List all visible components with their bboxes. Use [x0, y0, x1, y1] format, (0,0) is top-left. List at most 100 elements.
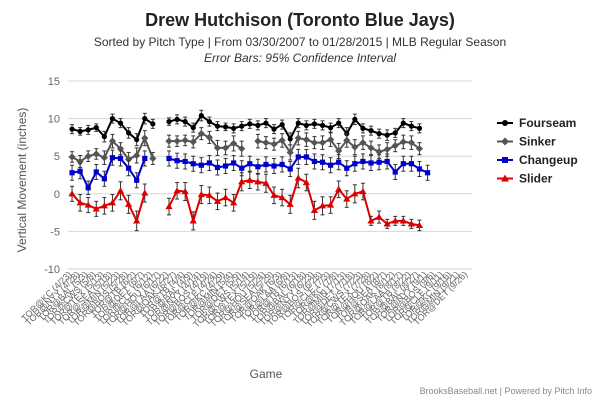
- data-point[interactable]: [197, 190, 205, 198]
- data-point[interactable]: [424, 170, 431, 176]
- data-point[interactable]: [173, 187, 181, 194]
- data-point[interactable]: [182, 158, 188, 165]
- data-point[interactable]: [108, 199, 117, 206]
- data-point[interactable]: [173, 137, 181, 145]
- data-point[interactable]: [407, 220, 415, 227]
- data-point[interactable]: [271, 126, 277, 132]
- data-point[interactable]: [190, 125, 196, 131]
- data-point[interactable]: [69, 126, 75, 132]
- data-point[interactable]: [310, 139, 319, 147]
- credit-text[interactable]: BrooksBaseball.net | Powered by Pitch In…: [420, 386, 592, 396]
- data-point[interactable]: [189, 217, 197, 224]
- data-point[interactable]: [239, 123, 245, 129]
- data-point[interactable]: [375, 148, 383, 156]
- legend-item-sinker[interactable]: Sinker: [497, 135, 556, 149]
- data-point[interactable]: [230, 139, 238, 148]
- data-point[interactable]: [85, 127, 91, 133]
- data-point[interactable]: [77, 128, 83, 134]
- data-point[interactable]: [126, 165, 132, 171]
- data-point[interactable]: [238, 178, 246, 185]
- data-point[interactable]: [149, 154, 157, 163]
- data-point[interactable]: [255, 164, 261, 170]
- data-point[interactable]: [262, 179, 270, 186]
- data-point[interactable]: [368, 128, 374, 134]
- data-point[interactable]: [327, 136, 335, 144]
- data-point[interactable]: [198, 112, 204, 119]
- data-point[interactable]: [93, 169, 99, 175]
- data-point[interactable]: [222, 124, 229, 130]
- data-point[interactable]: [166, 119, 172, 125]
- data-point[interactable]: [287, 166, 293, 172]
- data-point[interactable]: [254, 178, 262, 185]
- data-point[interactable]: [100, 154, 108, 162]
- data-point[interactable]: [247, 121, 253, 127]
- data-point[interactable]: [206, 160, 212, 166]
- data-point[interactable]: [101, 134, 107, 140]
- data-point[interactable]: [116, 187, 125, 194]
- data-point[interactable]: [182, 119, 188, 125]
- data-point[interactable]: [166, 155, 172, 162]
- data-point[interactable]: [68, 190, 76, 197]
- data-point[interactable]: [359, 139, 367, 147]
- data-point[interactable]: [213, 197, 222, 204]
- data-point[interactable]: [416, 166, 423, 172]
- data-point[interactable]: [376, 131, 382, 137]
- data-point[interactable]: [246, 176, 254, 183]
- data-point[interactable]: [367, 217, 375, 224]
- data-point[interactable]: [400, 120, 406, 126]
- data-point[interactable]: [197, 130, 205, 138]
- legend[interactable]: Fourseam Sinker Changeup Slider: [497, 116, 578, 186]
- data-point[interactable]: [101, 176, 107, 182]
- data-point[interactable]: [205, 133, 213, 141]
- data-point[interactable]: [126, 130, 132, 136]
- data-point[interactable]: [359, 187, 367, 195]
- data-point[interactable]: [134, 137, 140, 143]
- data-point[interactable]: [134, 177, 140, 183]
- data-point[interactable]: [343, 136, 351, 145]
- data-point[interactable]: [415, 221, 424, 228]
- data-point[interactable]: [384, 158, 390, 165]
- data-point[interactable]: [231, 160, 237, 166]
- data-point[interactable]: [400, 161, 406, 167]
- data-point[interactable]: [214, 123, 221, 129]
- data-point[interactable]: [286, 200, 294, 207]
- data-point[interactable]: [230, 199, 238, 206]
- data-point[interactable]: [335, 147, 343, 155]
- data-point[interactable]: [360, 125, 366, 131]
- data-point[interactable]: [375, 213, 383, 220]
- data-point[interactable]: [270, 191, 278, 198]
- data-point[interactable]: [150, 121, 156, 127]
- data-point[interactable]: [384, 132, 390, 138]
- data-point[interactable]: [270, 140, 278, 148]
- data-point[interactable]: [165, 202, 173, 210]
- data-point[interactable]: [383, 220, 391, 227]
- data-point[interactable]: [287, 136, 293, 142]
- data-point[interactable]: [92, 205, 100, 212]
- data-point[interactable]: [125, 200, 133, 207]
- data-point[interactable]: [416, 125, 423, 131]
- data-point[interactable]: [318, 202, 327, 209]
- data-point[interactable]: [221, 144, 230, 152]
- legend-item-fourseam[interactable]: Fourseam: [497, 116, 576, 130]
- data-point[interactable]: [319, 159, 326, 165]
- data-point[interactable]: [279, 161, 285, 168]
- data-point[interactable]: [286, 148, 294, 157]
- data-point[interactable]: [189, 138, 197, 146]
- data-point[interactable]: [392, 130, 398, 136]
- data-point[interactable]: [399, 138, 407, 146]
- data-point[interactable]: [142, 116, 148, 122]
- data-point[interactable]: [231, 125, 237, 131]
- data-point[interactable]: [352, 116, 358, 122]
- data-point[interactable]: [85, 185, 91, 191]
- data-point[interactable]: [190, 161, 196, 167]
- data-point[interactable]: [109, 116, 116, 122]
- data-point[interactable]: [263, 161, 269, 168]
- data-point[interactable]: [335, 185, 343, 192]
- data-point[interactable]: [92, 150, 100, 158]
- data-point[interactable]: [108, 137, 117, 145]
- data-point[interactable]: [174, 158, 180, 164]
- data-point[interactable]: [295, 120, 301, 126]
- data-point[interactable]: [279, 122, 285, 128]
- data-point[interactable]: [294, 174, 302, 181]
- data-point[interactable]: [407, 139, 415, 147]
